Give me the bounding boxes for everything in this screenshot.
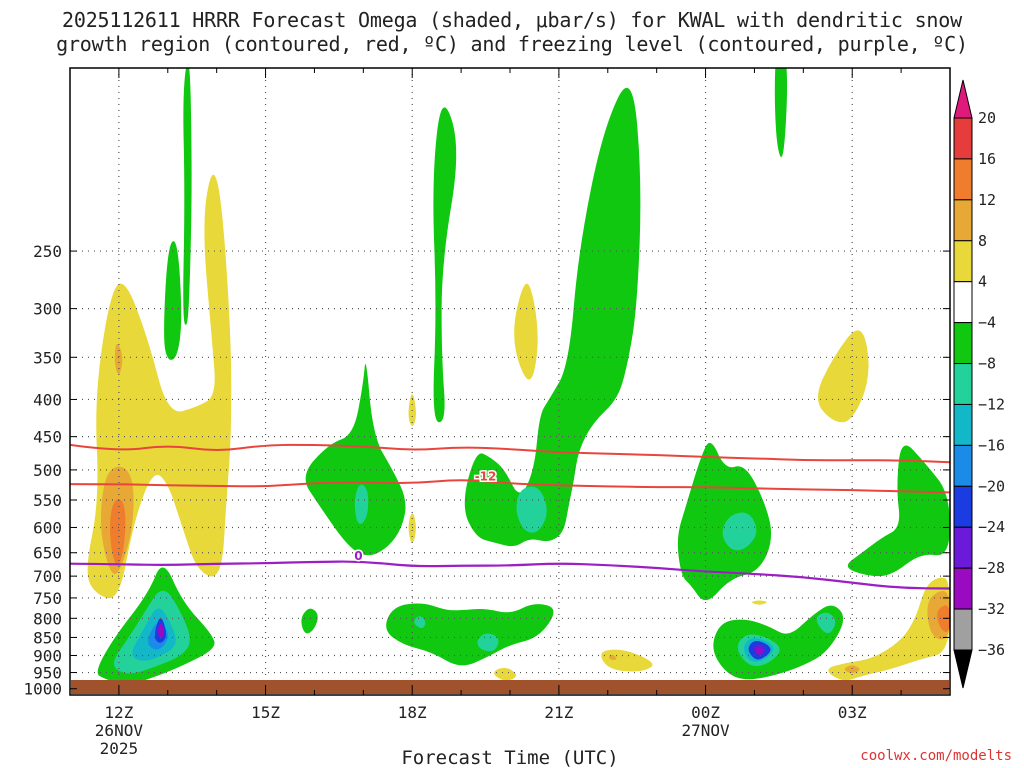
- colorbar: 20 16 12 8 4 −4 −8 −12 −16 −20 −24 −28 −32 −36: [953, 79, 1005, 689]
- y-tick-label: 500: [33, 461, 62, 480]
- colorbar-segment: [953, 117, 973, 160]
- y-tick-label: 700: [33, 567, 62, 586]
- omega-region: [818, 330, 869, 423]
- colorbar-segment: [953, 158, 973, 201]
- colorbar-label: −20: [978, 477, 1005, 495]
- y-tick-label: 800: [33, 609, 62, 628]
- colorbar-segment: [953, 199, 973, 242]
- omega-region: [158, 623, 164, 638]
- omega-region: [464, 87, 641, 547]
- omega-region: [514, 283, 538, 380]
- x-tick-year-label: 2025: [100, 739, 139, 758]
- omega-region: [847, 445, 950, 577]
- x-tick-label: 00Z: [691, 703, 720, 722]
- omega-region: [722, 512, 757, 551]
- colorbar-top-triangle: [953, 79, 973, 119]
- omega-region: [677, 442, 772, 601]
- freezing-level-contour: [70, 560, 950, 590]
- colorbar-label: −12: [978, 395, 1005, 413]
- colorbar-label: 16: [978, 150, 996, 168]
- colorbar-label: −32: [978, 600, 1005, 618]
- colorbar-segment: [953, 240, 973, 283]
- colorbar-segment: [953, 444, 973, 487]
- axis-layer: 2503003504004505005506006507007508008509…: [23, 68, 950, 758]
- y-tick-label: 300: [33, 300, 62, 319]
- colorbar-segment: [953, 567, 973, 610]
- y-tick-label: 400: [33, 390, 62, 409]
- omega-region: [433, 107, 457, 423]
- y-tick-label: 250: [33, 242, 62, 261]
- y-tick-label: 900: [33, 646, 62, 665]
- omega-region: [305, 363, 406, 556]
- omega-region: [752, 600, 767, 605]
- colorbar-label: 12: [978, 191, 996, 209]
- grid-layer: [70, 68, 950, 695]
- colorbar-label: 8: [978, 232, 987, 250]
- omega-region: [844, 665, 860, 673]
- omega-region: [774, 68, 788, 158]
- omega-region: [110, 499, 126, 566]
- omega-region: [516, 486, 547, 533]
- y-tick-label: 850: [33, 628, 62, 647]
- omega-region: [386, 603, 554, 666]
- colorbar-label: −16: [978, 436, 1005, 454]
- x-tick-date-label: 27NOV: [681, 721, 730, 740]
- chart-title-line1: 2025112611 HRRR Forecast Omega (shaded, …: [62, 8, 962, 32]
- omega-shading-layer: [87, 68, 950, 684]
- colorbar-label: 4: [978, 273, 987, 291]
- chart-title-line2: growth region (contoured, red, ºC) and f…: [56, 32, 968, 56]
- x-tick-label: 15Z: [251, 703, 280, 722]
- omega-region: [816, 612, 836, 634]
- omega-region: [601, 649, 653, 672]
- colorbar-label: −4: [978, 314, 996, 332]
- ground-surface: [71, 680, 949, 694]
- dgz-contour-label: -12: [475, 469, 497, 483]
- omega-region: [609, 654, 617, 661]
- colorbar-bottom-triangle: [953, 649, 973, 689]
- omega-region: [301, 608, 318, 634]
- y-tick-label: 450: [33, 428, 62, 447]
- dgz-warm-contour: [70, 443, 950, 464]
- plot-background: [70, 68, 950, 695]
- colorbar-label: −24: [978, 518, 1005, 536]
- omega-region: [164, 241, 182, 360]
- y-tick-label: 650: [33, 544, 62, 563]
- colorbar-segment: [953, 526, 973, 569]
- y-tick-label: 1000: [23, 680, 62, 699]
- y-tick-label: 750: [33, 589, 62, 608]
- colorbar-segment: [953, 322, 973, 365]
- colorbar-label: 20: [978, 109, 996, 127]
- omega-region: [477, 633, 499, 652]
- x-tick-label: 18Z: [398, 703, 427, 722]
- colorbar-label: −36: [978, 641, 1005, 659]
- y-tick-label: 350: [33, 348, 62, 367]
- colorbar-label: −8: [978, 355, 996, 373]
- colorbar-segment: [953, 485, 973, 528]
- colorbar-segment: [953, 281, 973, 324]
- contour-layer: -12 0: [70, 443, 950, 590]
- colorbar-segment: [953, 363, 973, 405]
- omega-region: [828, 577, 950, 681]
- omega-region: [114, 343, 123, 375]
- y-tick-label: 600: [33, 518, 62, 537]
- y-tick-label: 950: [33, 664, 62, 683]
- freezing-contour-label: 0: [354, 549, 362, 563]
- omega-region: [755, 647, 763, 654]
- colorbar-label: −28: [978, 559, 1005, 577]
- colorbar-segment: [953, 608, 973, 651]
- omega-region: [183, 68, 192, 325]
- x-tick-date-label: 26NOV: [95, 721, 144, 740]
- omega-region: [494, 667, 517, 681]
- colorbar-segment: [953, 403, 973, 446]
- dgz-cold-contour: [70, 479, 950, 494]
- x-tick-label: 03Z: [838, 703, 867, 722]
- x-tick-label: 21Z: [544, 703, 573, 722]
- y-tick-label: 550: [33, 491, 62, 510]
- x-tick-label: 12Z: [104, 703, 133, 722]
- x-axis-label: Forecast Time (UTC): [401, 747, 618, 768]
- credit-text: coolwx.com/modelts: [860, 748, 1012, 764]
- omega-region: [414, 616, 426, 628]
- omega-region: [354, 484, 369, 524]
